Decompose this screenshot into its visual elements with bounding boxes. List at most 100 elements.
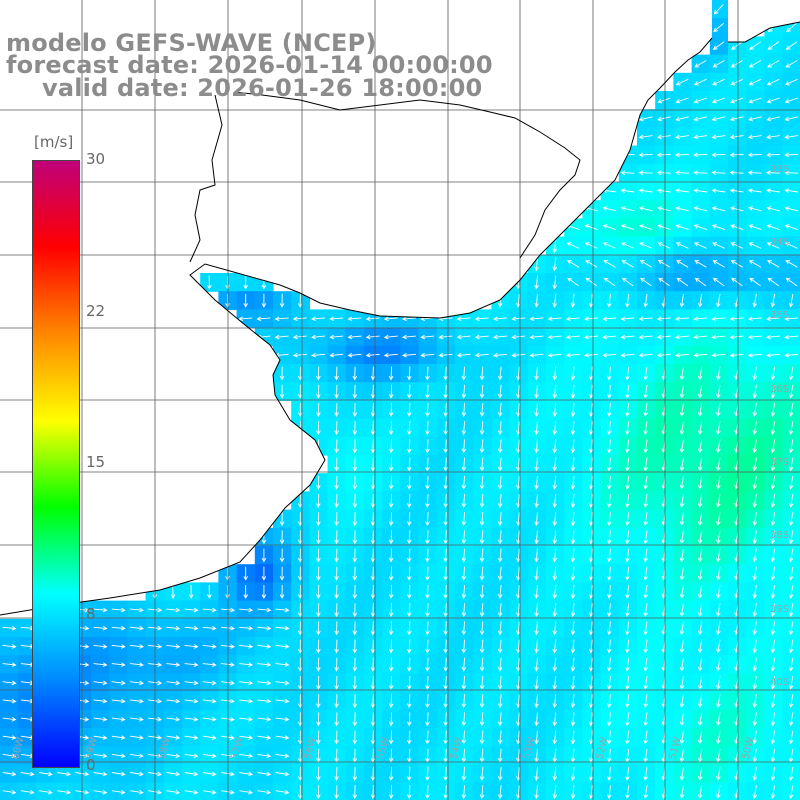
wind-arrow xyxy=(638,116,653,122)
wind-arrow xyxy=(716,712,721,727)
wind-arrow xyxy=(370,621,376,636)
wind-arrow xyxy=(279,293,285,308)
latitude-label: 37S xyxy=(770,457,789,468)
wind-arrow xyxy=(643,439,648,454)
wind-arrow xyxy=(334,439,339,454)
wind-arrow xyxy=(347,334,362,340)
wind-arrow xyxy=(257,735,272,740)
wind-arrow xyxy=(221,789,235,795)
wind-arrow xyxy=(675,224,689,231)
wind-arrow xyxy=(352,530,358,545)
wind-arrow xyxy=(334,603,339,618)
wind-arrow xyxy=(388,548,394,563)
wind-arrow xyxy=(625,512,630,527)
wind-arrow xyxy=(425,785,430,800)
colorbar-tick-label: 8 xyxy=(86,604,96,623)
wind-arrow xyxy=(625,767,630,781)
wind-arrow xyxy=(425,639,430,654)
wind-arrow xyxy=(638,352,653,358)
wind-arrow xyxy=(565,316,580,322)
wind-arrow xyxy=(166,625,181,631)
wind-arrow xyxy=(552,475,558,490)
wind-arrow xyxy=(516,712,521,727)
wind-arrow xyxy=(534,639,539,654)
wind-arrow xyxy=(788,494,794,508)
wind-vector-field xyxy=(2,4,799,800)
wind-arrow xyxy=(461,439,467,454)
wind-arrow xyxy=(292,316,307,322)
wind-arrow xyxy=(111,625,126,631)
wind-arrow xyxy=(606,657,612,672)
wind-arrow xyxy=(406,366,412,381)
wind-arrow xyxy=(584,334,599,340)
wind-arrow xyxy=(716,421,721,436)
wind-arrow xyxy=(534,694,539,709)
wind-arrow xyxy=(766,152,781,158)
wind-arrow xyxy=(570,457,576,472)
wind-arrow xyxy=(788,457,794,472)
wind-arrow xyxy=(679,494,685,508)
wind-arrow xyxy=(275,717,290,722)
wind-arrow xyxy=(697,421,703,436)
wind-arrow xyxy=(588,421,594,436)
wind-arrow xyxy=(552,657,558,672)
wind-arrow xyxy=(749,277,761,287)
wind-arrow xyxy=(716,403,721,417)
wind-arrow xyxy=(788,676,794,690)
wind-arrow xyxy=(752,566,758,581)
wind-arrow xyxy=(388,530,394,545)
wind-arrow xyxy=(625,785,630,800)
wind-arrow xyxy=(275,644,290,649)
wind-arrow xyxy=(638,170,653,176)
wind-arrow xyxy=(752,384,758,399)
wind-arrow xyxy=(202,625,217,631)
wind-arrow xyxy=(334,475,339,490)
wind-arrow xyxy=(730,78,744,86)
wind-arrow xyxy=(130,717,144,722)
wind-arrow xyxy=(697,384,703,399)
wind-arrow xyxy=(752,293,758,308)
wind-arrow xyxy=(425,621,430,636)
wind-arrow xyxy=(552,421,558,436)
wind-arrow xyxy=(297,639,303,654)
wind-arrow xyxy=(567,277,579,287)
wind-arrow xyxy=(257,680,272,686)
wind-arrow xyxy=(712,60,725,68)
wind-arrow xyxy=(479,384,485,399)
wind-arrow xyxy=(279,530,285,545)
wind-arrow xyxy=(352,675,358,690)
wind-arrow xyxy=(425,512,430,527)
wind-arrow xyxy=(166,753,181,759)
wind-arrow xyxy=(784,170,799,176)
wind-arrow xyxy=(297,493,303,508)
wind-arrow xyxy=(693,242,707,249)
wind-arrow xyxy=(497,621,503,636)
wind-arrow xyxy=(352,621,358,636)
wind-arrow xyxy=(643,603,648,618)
wind-arrow xyxy=(711,152,726,158)
wind-arrow xyxy=(585,277,598,287)
wind-arrow xyxy=(770,457,776,472)
wind-arrow xyxy=(202,789,217,795)
wind-arrow xyxy=(406,730,412,745)
wind-arrow xyxy=(443,493,448,508)
wind-arrow xyxy=(316,657,321,672)
wind-arrow xyxy=(716,530,721,545)
wind-arrow xyxy=(770,293,776,308)
wind-arrow xyxy=(479,766,485,781)
wind-arrow xyxy=(534,766,539,781)
wind-arrow xyxy=(497,730,503,745)
wind-arrow xyxy=(297,384,303,399)
wind-arrow xyxy=(752,767,758,781)
wind-arrow xyxy=(588,512,594,527)
wind-arrow xyxy=(2,771,17,777)
wind-arrow xyxy=(697,785,703,800)
wind-arrow xyxy=(316,584,321,599)
wind-arrow xyxy=(497,584,503,599)
wind-arrow xyxy=(766,206,780,212)
wind-arrow xyxy=(570,384,576,399)
wind-arrow xyxy=(679,475,685,490)
wind-arrow xyxy=(388,621,394,636)
wind-arrow xyxy=(606,384,612,399)
wind-arrow xyxy=(497,530,503,545)
